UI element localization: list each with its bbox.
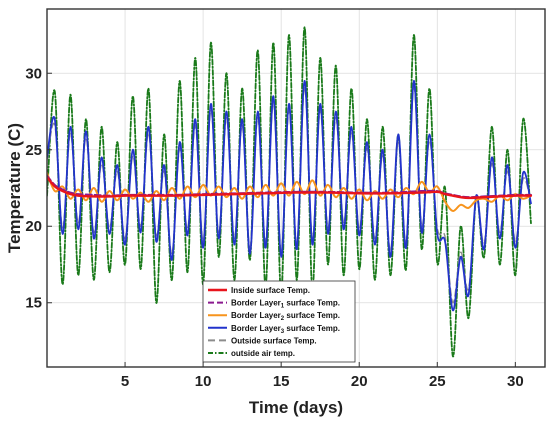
y-axis-label: Temperature (C) bbox=[5, 123, 24, 253]
legend-entry-6: outside air temp. bbox=[231, 349, 295, 358]
legend-entry-text: surface Temp. bbox=[284, 324, 340, 333]
legend-entry-subscript: 3 bbox=[281, 329, 285, 335]
series-line-4 bbox=[47, 80, 532, 312]
tick-labels: 5 10 15 20 25 30 15 20 25 30 bbox=[25, 65, 523, 390]
legend-entry-1: Inside surface Temp. bbox=[231, 286, 310, 295]
legend-entry-subscript: 1 bbox=[281, 304, 285, 310]
y-tick-label: 20 bbox=[25, 218, 42, 235]
plot-frame bbox=[46, 8, 546, 368]
y-tick-label: 15 bbox=[25, 295, 42, 312]
y-tick-label: 30 bbox=[25, 65, 42, 82]
series-line-1 bbox=[47, 176, 533, 200]
legend-entry-text: Border Layer bbox=[231, 311, 281, 320]
x-tick-label: 25 bbox=[429, 373, 446, 390]
series-layer bbox=[47, 26, 533, 358]
legend: Inside surface Temp.Border Layer1 surfac… bbox=[202, 280, 356, 363]
legend-entry-2: Border Layer1 surface Temp. bbox=[231, 299, 340, 310]
legend-entry-text: surface Temp. bbox=[284, 311, 340, 320]
x-tick-label: 10 bbox=[195, 373, 212, 390]
x-tick-label: 30 bbox=[507, 373, 524, 390]
series-line-3 bbox=[47, 171, 532, 212]
legend-entry-4: Border Layer3 surface Temp. bbox=[231, 324, 340, 335]
legend-entry-3: Border Layer2 surface Temp. bbox=[231, 311, 340, 322]
legend-box bbox=[202, 280, 356, 363]
legend-entry-5: Outside surface Temp. bbox=[231, 336, 317, 345]
x-tick-label: 5 bbox=[121, 373, 129, 390]
x-axis-label: Time (days) bbox=[249, 398, 343, 417]
y-tick-label: 25 bbox=[25, 142, 42, 159]
legend-entry-text: surface Temp. bbox=[284, 299, 340, 308]
legend-entry-subscript: 2 bbox=[281, 316, 285, 322]
x-tick-label: 15 bbox=[273, 373, 290, 390]
legend-entry-text: Border Layer bbox=[231, 324, 281, 333]
legend-entry-text: Border Layer bbox=[231, 299, 281, 308]
x-tick-label: 20 bbox=[351, 373, 368, 390]
